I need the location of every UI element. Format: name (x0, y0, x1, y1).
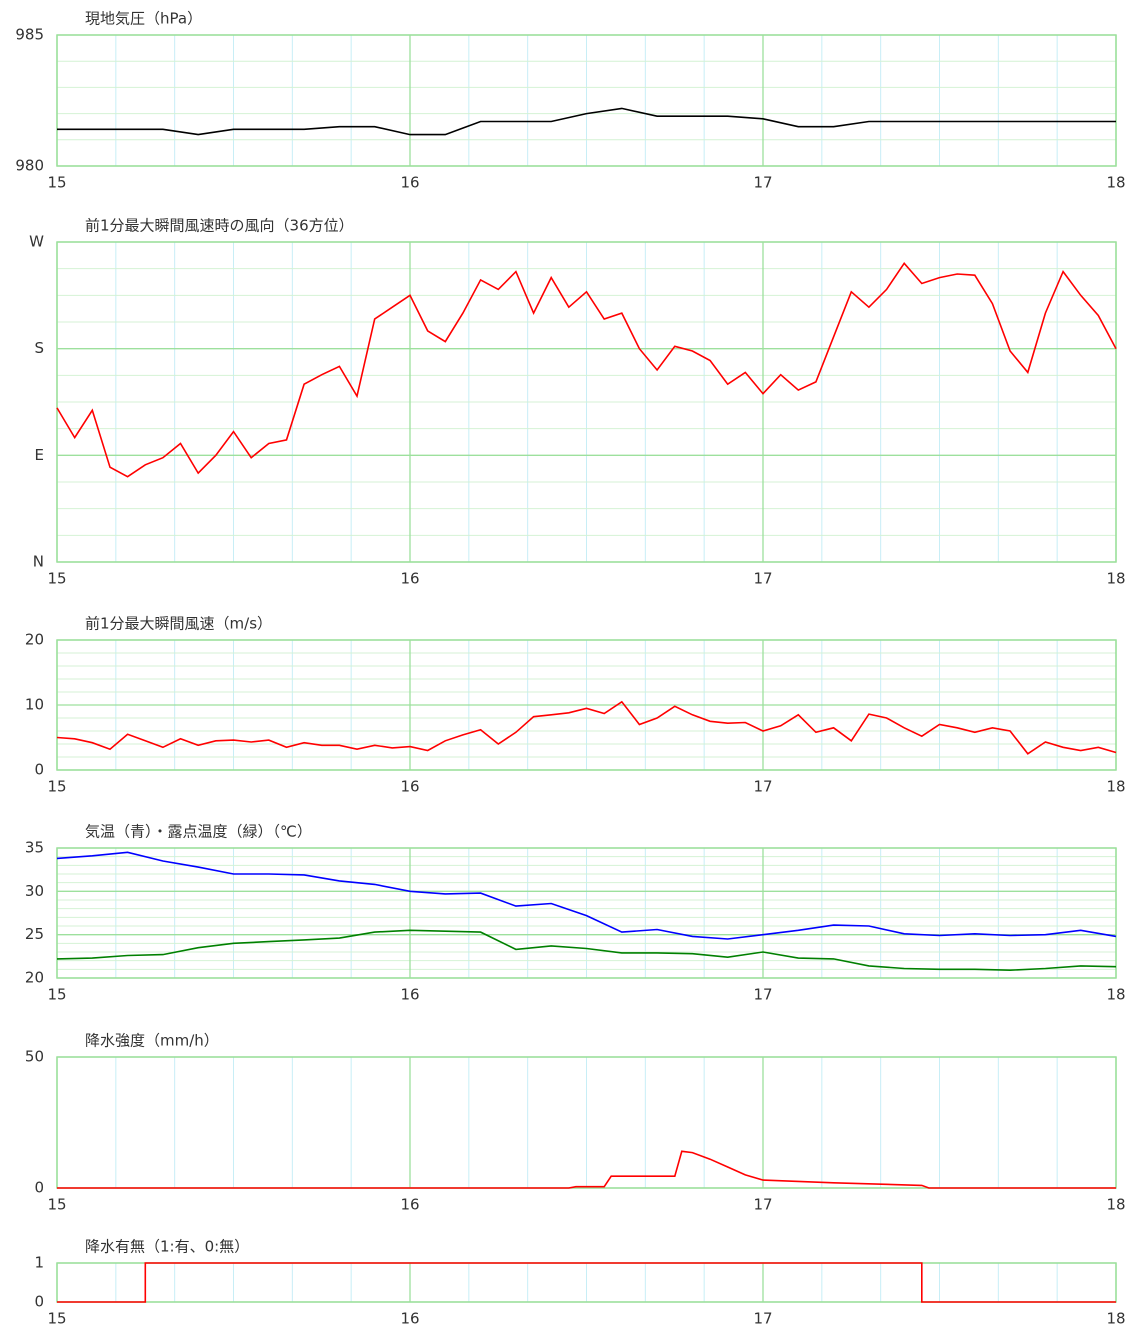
x-tick-label: 15 (47, 986, 66, 1004)
x-tick-label: 16 (400, 986, 419, 1004)
series-line (57, 1150, 1116, 1189)
y-tick-label: 0 (34, 761, 44, 779)
series-line (56, 700, 1117, 755)
x-tick-label: 15 (47, 1196, 66, 1214)
x-tick-label: 18 (1106, 174, 1125, 192)
chart-title: 前1分最大瞬間風速時の風向（36方位） (85, 217, 354, 235)
x-tick-label: 18 (1106, 778, 1125, 796)
chart-title: 気温（青）・露点温度（緑）（℃） (85, 823, 312, 841)
y-tick-label: 50 (25, 1048, 44, 1066)
y-tick-label: W (29, 233, 44, 251)
plot-frame (56, 1056, 1117, 1189)
chart-title: 前1分最大瞬間風速（m/s） (85, 615, 272, 633)
series-line (57, 107, 1116, 136)
y-tick-label: 0 (34, 1293, 44, 1311)
chart-title: 降水有無（1:有、0:無） (85, 1238, 249, 1256)
y-tick-label: 1 (34, 1254, 44, 1272)
y-tick-label: 20 (25, 631, 44, 649)
y-tick-label: 0 (34, 1179, 44, 1197)
y-tick-label: S (34, 339, 44, 357)
series-line (56, 261, 1117, 478)
x-tick-label: 16 (400, 174, 419, 192)
x-tick-label: 17 (753, 986, 772, 1004)
x-tick-label: 15 (47, 778, 66, 796)
x-tick-label: 16 (400, 1310, 419, 1328)
x-tick-label: 16 (400, 778, 419, 796)
y-tick-label: 35 (25, 839, 44, 857)
x-tick-label: 17 (753, 174, 772, 192)
x-tick-label: 15 (47, 570, 66, 588)
x-tick-label: 17 (753, 570, 772, 588)
series-line (56, 851, 1117, 940)
y-tick-label: 10 (25, 696, 44, 714)
series-line (56, 929, 1117, 972)
x-tick-label: 15 (47, 174, 66, 192)
x-tick-label: 15 (47, 1310, 66, 1328)
y-tick-label: 30 (25, 882, 44, 900)
y-tick-label: 25 (25, 925, 44, 943)
x-tick-label: 17 (753, 1310, 772, 1328)
x-tick-label: 16 (400, 1196, 419, 1214)
plot-frame (56, 241, 1117, 563)
y-tick-label: 980 (15, 157, 44, 175)
x-tick-label: 18 (1106, 570, 1125, 588)
y-tick-label: N (33, 553, 44, 571)
x-tick-label: 17 (753, 778, 772, 796)
x-tick-label: 18 (1106, 986, 1125, 1004)
plot-frame (56, 639, 1117, 771)
plot-frame (56, 847, 1117, 979)
x-tick-label: 16 (400, 570, 419, 588)
series-line (57, 1262, 1116, 1303)
y-tick-label: 985 (15, 26, 44, 44)
plot-frame (56, 34, 1117, 167)
chart-title: 現地気圧（hPa） (85, 10, 202, 28)
y-tick-label: 20 (25, 969, 44, 987)
x-tick-label: 18 (1106, 1196, 1125, 1214)
y-tick-label: E (35, 446, 44, 464)
chart-title: 降水強度（mm/h） (85, 1032, 219, 1050)
x-tick-label: 18 (1106, 1310, 1125, 1328)
x-tick-label: 17 (753, 1196, 772, 1214)
